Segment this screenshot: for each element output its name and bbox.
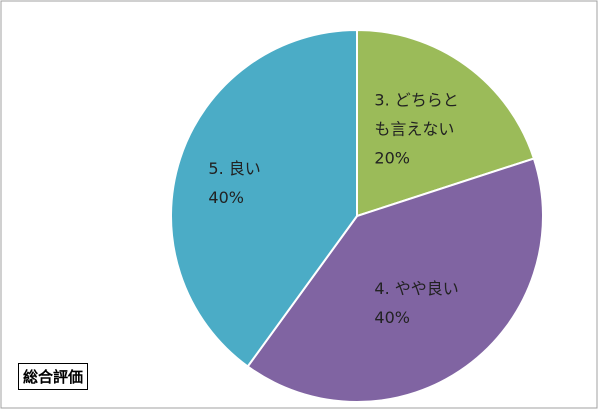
slice-value: 40%	[208, 187, 244, 207]
slice-name: 5. 良い	[208, 158, 261, 178]
pie-slice	[246, 157, 544, 403]
chart-title: 総合評価	[18, 363, 89, 390]
slice-name: 4. やや良い	[374, 279, 459, 299]
data-label: 3. どちらとも言えない 20%	[374, 85, 466, 172]
data-label: 5. 良い 40%	[208, 154, 300, 212]
slice-name: 3. どちらとも言えない	[374, 90, 459, 139]
pie-slice	[356, 28, 536, 218]
slice-value: 20%	[374, 148, 410, 168]
data-label: 4. やや良い 40%	[374, 274, 466, 332]
pie-slice	[170, 28, 358, 368]
slice-value: 40%	[374, 308, 410, 328]
